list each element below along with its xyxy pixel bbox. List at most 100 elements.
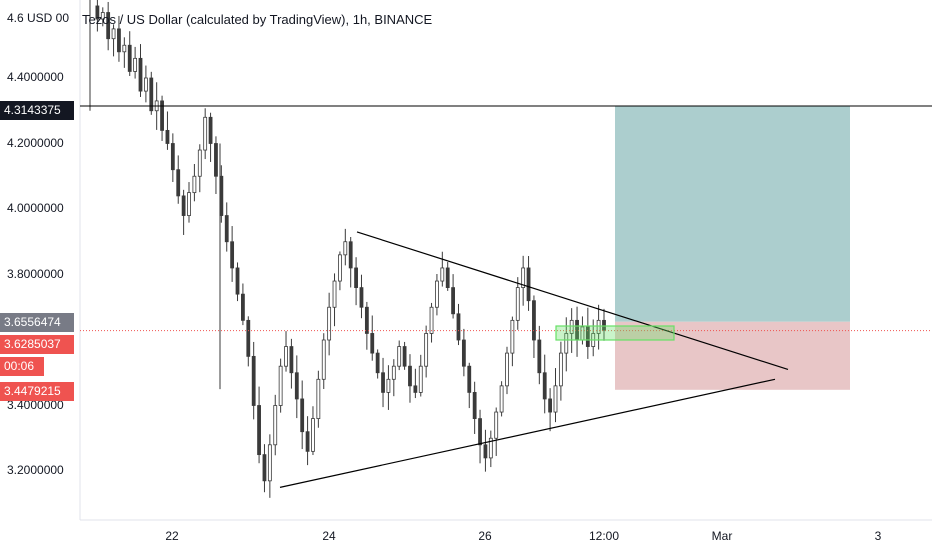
y-tick-label: 4.4000000 [7, 70, 64, 84]
candle-body [553, 385, 558, 413]
triangle-lower-line [279, 378, 776, 488]
candle-body [397, 346, 402, 367]
candle-body [143, 77, 148, 92]
candle-body [386, 378, 391, 393]
candle-body [165, 129, 170, 144]
candle-body [181, 195, 186, 216]
candle-body [246, 319, 251, 357]
y-tick-label: 3.4000000 [7, 397, 64, 412]
candle-body [451, 287, 455, 315]
candle-body [224, 215, 229, 243]
candle-body [472, 391, 477, 419]
candle-body [257, 405, 261, 456]
candles [89, 0, 606, 498]
candle-body [461, 339, 466, 367]
candle-body [456, 313, 461, 341]
y-top-label: 4.6 USD 00 [7, 11, 70, 25]
candle-body [192, 175, 197, 194]
candle-body [106, 12, 111, 40]
candle-body [408, 365, 412, 387]
candle-body [440, 267, 445, 282]
candle-body [488, 437, 493, 459]
candle-body [381, 372, 385, 393]
candle-body [370, 333, 375, 354]
candle-body [278, 365, 283, 406]
candle-body [197, 149, 202, 177]
x-tick-label: 26 [478, 529, 492, 543]
candle-body [149, 77, 154, 112]
grid [79, 0, 932, 521]
candle-body [294, 372, 299, 400]
candle-body [316, 378, 321, 419]
candle-body [300, 398, 305, 433]
chart-title: Tezos / US Dollar (calculated by Trading… [82, 12, 433, 27]
y-tick-label: 3.2000000 [7, 463, 64, 477]
candle-body [133, 57, 138, 72]
candle-body [208, 116, 213, 144]
candle-body [305, 431, 310, 452]
candle-body [327, 306, 332, 341]
candle-body [526, 267, 531, 302]
candle-body [170, 143, 175, 171]
candle-body [95, 5, 100, 20]
candle-body [262, 454, 267, 482]
candle-body [364, 306, 369, 334]
candle-body [515, 287, 520, 321]
current-price-tag: 3.6285037 [0, 335, 74, 354]
candle-body [117, 28, 121, 53]
candle-body [510, 319, 515, 354]
entry-box [555, 325, 675, 341]
stop-price-tag: 3.4479215 [0, 382, 74, 401]
drawings [80, 105, 932, 488]
candle-body [230, 241, 235, 269]
candle-body [348, 241, 353, 269]
y-tick-label: 3.8000000 [7, 266, 64, 281]
candle-body [569, 319, 574, 334]
candle-body [564, 333, 569, 354]
candle-body [138, 57, 143, 92]
candle-body [585, 326, 590, 347]
candle-body [505, 352, 509, 387]
candle-body [176, 169, 181, 197]
candle-body [445, 267, 450, 289]
candle-body [537, 339, 542, 374]
candle-body [467, 365, 472, 393]
y-tick-label: 4.2000000 [7, 135, 64, 150]
candle-body [596, 319, 601, 334]
countdown-tag: 00:06 [0, 357, 44, 376]
triangle-upper-line [356, 231, 789, 371]
candle-body [494, 411, 499, 439]
candle-body [532, 300, 536, 341]
x-tick-label: 12:00 [588, 529, 620, 543]
stop-zone [615, 321, 850, 390]
y-tick-label: 4.0000000 [7, 201, 64, 215]
candle-body [311, 418, 315, 452]
candle-body [127, 44, 132, 72]
hline-price-tag: 4.3143375 [0, 101, 74, 120]
candle-body [558, 352, 563, 387]
candle-body [338, 254, 342, 282]
target-zone [615, 106, 850, 322]
candle-body [100, 12, 105, 20]
candle-body [483, 444, 488, 459]
candle-body [429, 306, 434, 334]
candle-body [602, 319, 606, 331]
candle-body [548, 398, 553, 413]
candle-body [332, 280, 337, 308]
candle-body [267, 444, 272, 482]
candle-body [273, 405, 278, 446]
candle-body [111, 28, 116, 40]
entry-price-tag: 3.6556474 [0, 313, 74, 332]
candle-body [214, 143, 218, 177]
candle-body [187, 192, 191, 216]
candle-body [122, 44, 127, 53]
candle-body [413, 385, 418, 393]
candle-body [424, 333, 429, 367]
x-tick-label: 3 [874, 529, 882, 543]
candle-body [375, 352, 380, 374]
candle-body [241, 293, 245, 321]
candle-body [418, 365, 423, 393]
candle-body [391, 365, 396, 380]
candle-body [435, 280, 439, 308]
